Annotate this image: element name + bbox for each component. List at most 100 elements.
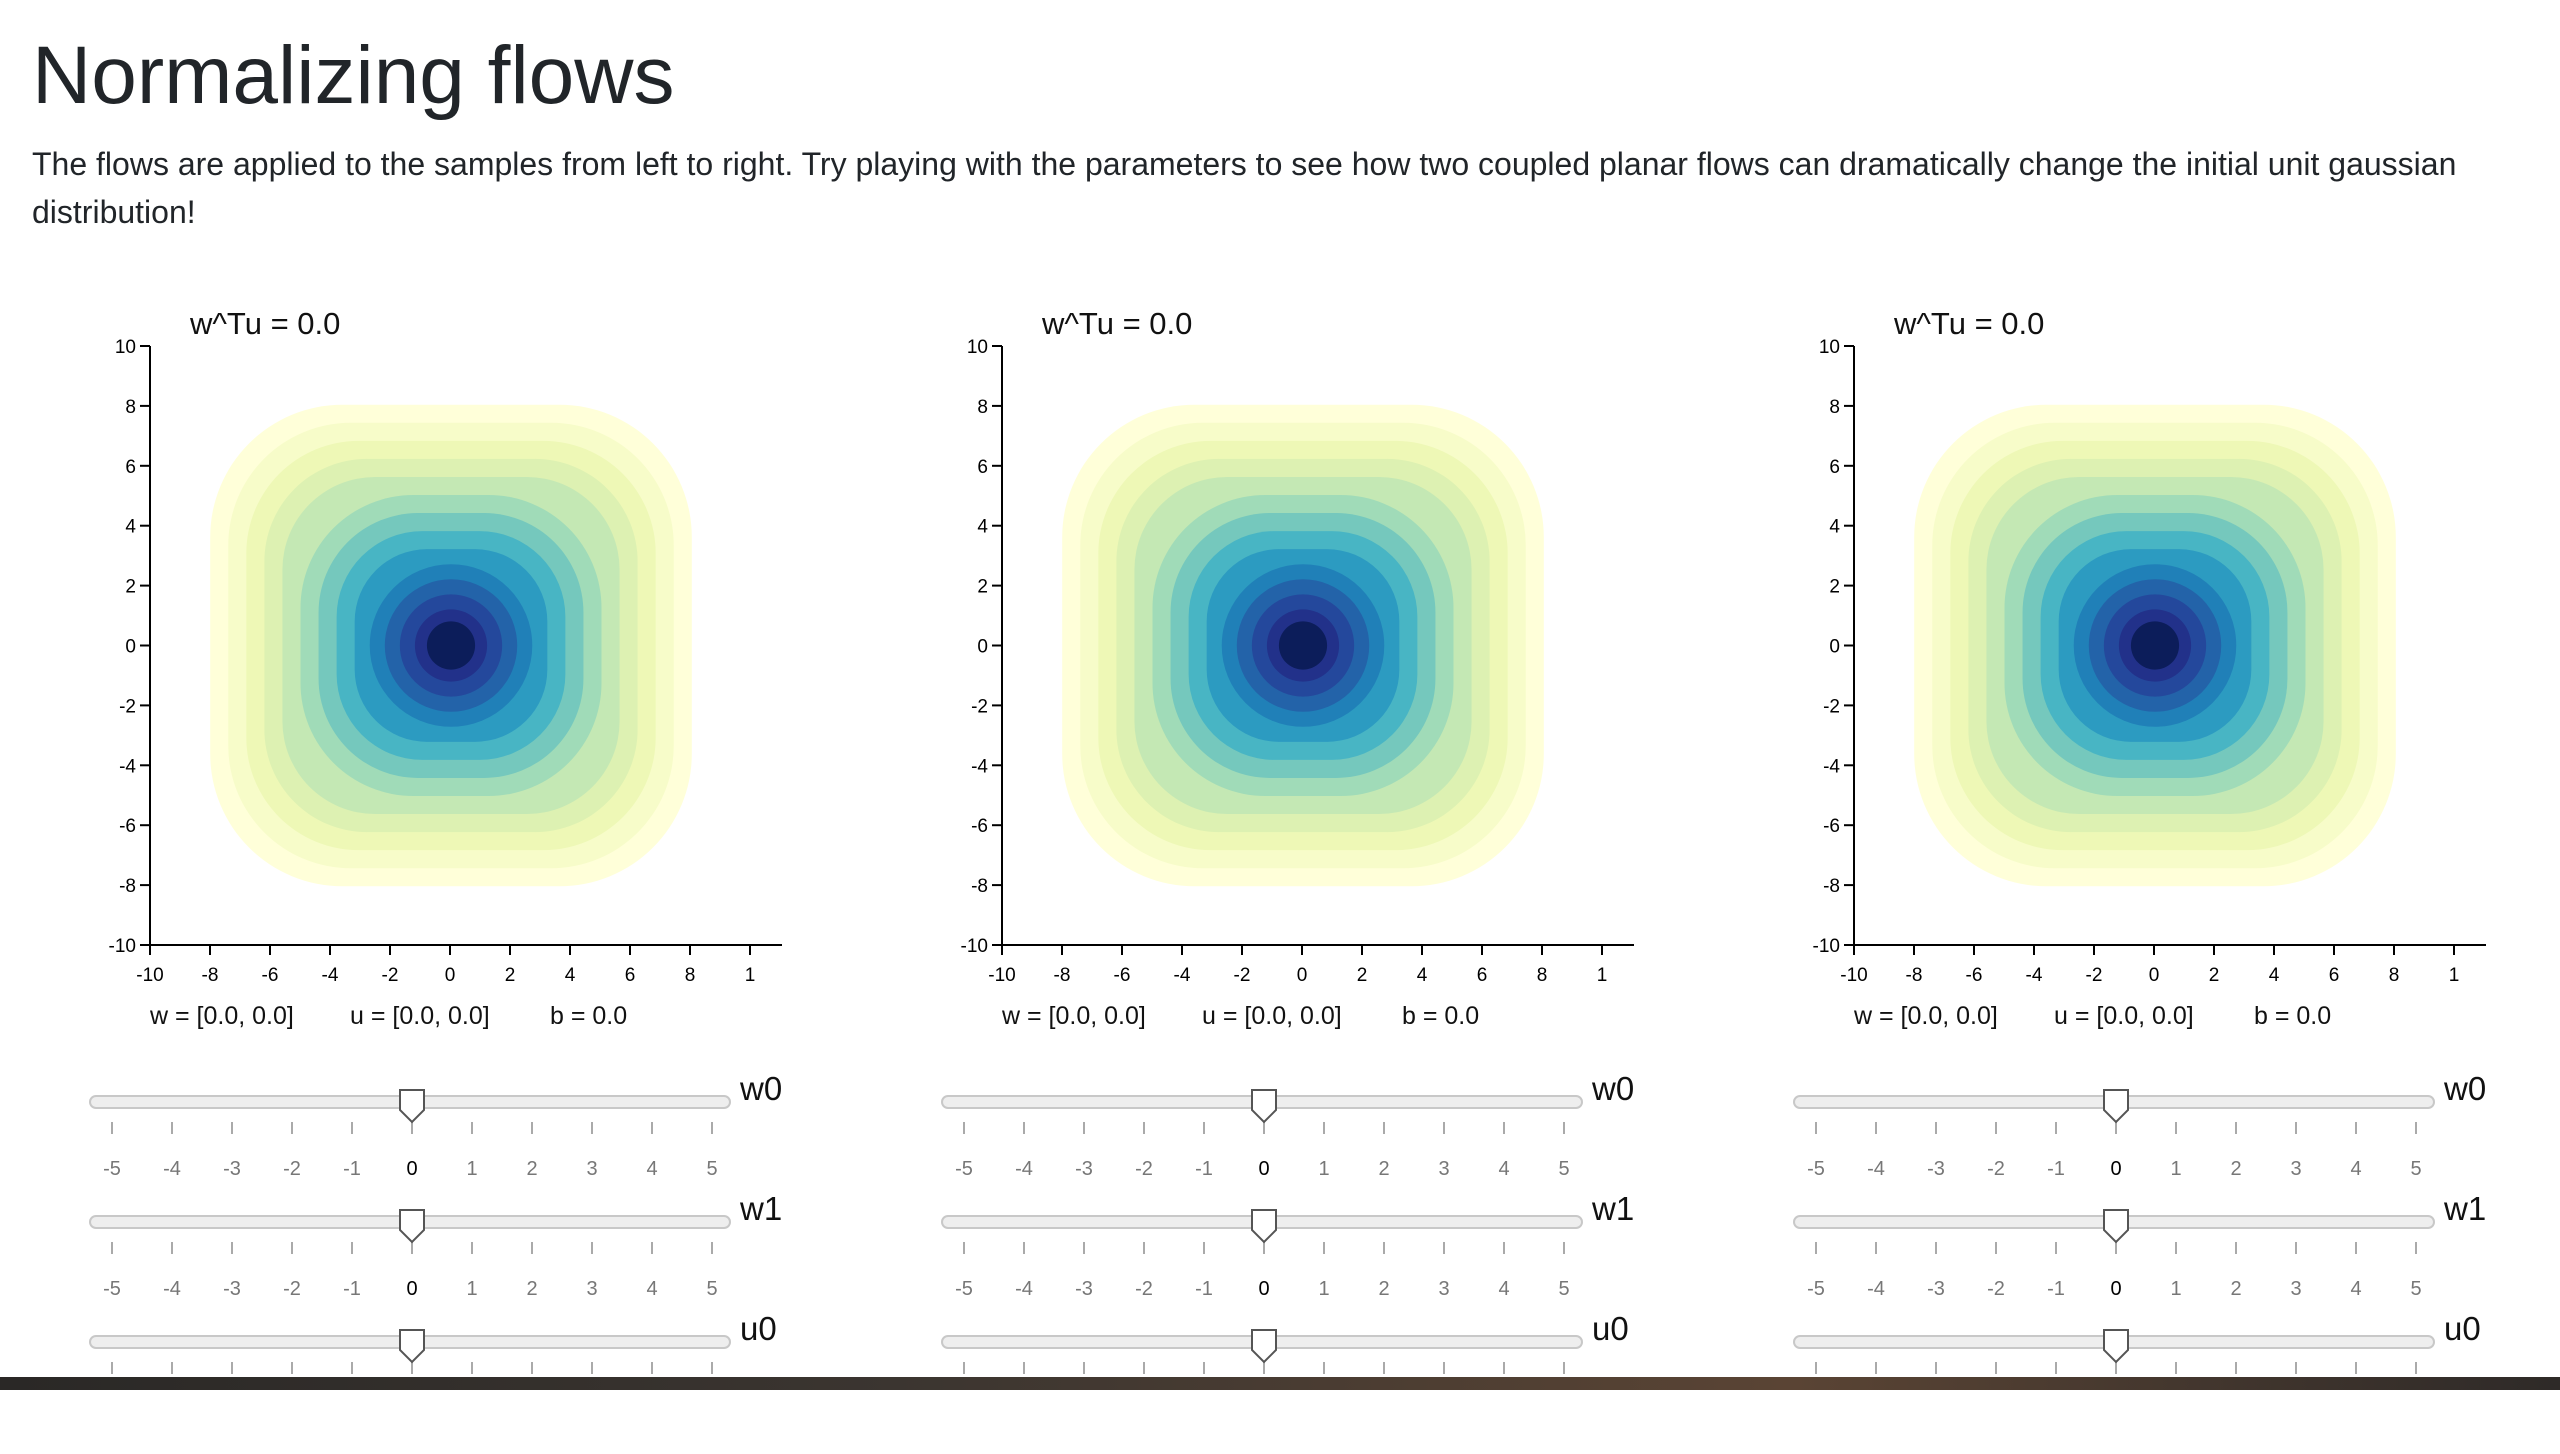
slider-tick-label: 5 bbox=[1558, 1158, 1569, 1180]
slider-handle[interactable] bbox=[2103, 1209, 2129, 1244]
slider-tick-label: 0 bbox=[2110, 1278, 2121, 1300]
slider-handle[interactable] bbox=[1251, 1209, 1277, 1244]
y-tick-label: 0 bbox=[125, 637, 136, 658]
slider-tick-label: 0 bbox=[1258, 1278, 1269, 1300]
y-tick-label: 2 bbox=[125, 577, 136, 598]
x-tick-label: -6 bbox=[262, 965, 279, 986]
y-tick-label: -6 bbox=[971, 816, 988, 837]
y-tick-label: 6 bbox=[977, 457, 988, 478]
x-tick-label: -10 bbox=[988, 965, 1015, 986]
density-plot: w^Tu = 0.0 10 8 6 4 2 0 -2 -4 -6 -8 -10-10 -8 -6 -4 -2 0… bbox=[961, 310, 1634, 986]
x-tick-label: 0 bbox=[1297, 965, 1308, 986]
slider-handle[interactable] bbox=[399, 1209, 425, 1244]
slider-label: u0 bbox=[1592, 1310, 1629, 1347]
slider-tick-label: 5 bbox=[1558, 1278, 1569, 1300]
slider-tick-label: 5 bbox=[2410, 1278, 2421, 1300]
y-tick-label: -8 bbox=[971, 876, 988, 897]
slider-u0[interactable]: u0 bbox=[852, 1310, 1692, 1454]
param-w-readout: w = [0.0, 0.0] bbox=[150, 1002, 294, 1030]
slider-tick-label: -5 bbox=[103, 1158, 121, 1180]
slider-u0-control[interactable] bbox=[1704, 1324, 2444, 1454]
plot-title: w^Tu = 0.0 bbox=[189, 310, 340, 341]
flow-panel-1: w^Tu = 0.0 10 8 6 4 2 0 -2 -4 -6 -8 -10 -10 -8 -6 -4 -2 0… bbox=[0, 310, 840, 1380]
x-tick-label: 8 bbox=[1537, 965, 1548, 986]
x-tick-label: 2 bbox=[505, 965, 516, 986]
y-tick-label: 4 bbox=[977, 517, 988, 538]
slider-w0[interactable]: -5 -4 -3 -2 -1 0 1 2 3 4 5 w0 bbox=[852, 1070, 1692, 1214]
param-u-readout: u = [0.0, 0.0] bbox=[2054, 1002, 2194, 1030]
x-tick-label: -2 bbox=[1234, 965, 1251, 986]
density-contours bbox=[210, 404, 692, 887]
slider-u0-control[interactable] bbox=[0, 1324, 740, 1454]
y-tick-label: 6 bbox=[125, 457, 136, 478]
slider-tick-label: 4 bbox=[2350, 1278, 2361, 1300]
slider-handle[interactable] bbox=[1251, 1329, 1277, 1364]
param-b-readout: b = 0.0 bbox=[1402, 1002, 1480, 1030]
slider-handle[interactable] bbox=[1251, 1089, 1277, 1124]
x-tick-label: 6 bbox=[2329, 965, 2340, 986]
slider-tick-label: 5 bbox=[706, 1278, 717, 1300]
density-plot: w^Tu = 0.0 10 8 6 4 2 0 -2 -4 -6 -8 -10-10 -8 -6 -4 -2 0… bbox=[109, 310, 782, 986]
param-w-readout: w = [0.0, 0.0] bbox=[1854, 1002, 1998, 1030]
slider-handle[interactable] bbox=[2103, 1089, 2129, 1124]
x-tick-label: 4 bbox=[565, 965, 576, 986]
y-tick-label: -8 bbox=[1823, 876, 1840, 897]
slider-w0-control[interactable]: -5 -4 -3 -2 -1 0 1 2 3 4 5 bbox=[0, 1084, 740, 1214]
slider-tick-label: -4 bbox=[1015, 1158, 1033, 1180]
slider-tick-label: -3 bbox=[1075, 1278, 1093, 1300]
slider-w1-control[interactable]: -5 -4 -3 -2 -1 0 1 2 3 4 5 bbox=[0, 1204, 740, 1334]
x-tick-label: -10 bbox=[1840, 965, 1867, 986]
slider-label: u0 bbox=[740, 1310, 777, 1347]
slider-handle[interactable] bbox=[2103, 1329, 2129, 1364]
x-tick-label: 4 bbox=[2269, 965, 2280, 986]
y-tick-label: -10 bbox=[1813, 936, 1840, 957]
slider-w1[interactable]: -5 -4 -3 -2 -1 0 1 2 3 4 5 w1 bbox=[0, 1190, 840, 1334]
slider-w0[interactable]: -5 -4 -3 -2 -1 0 1 2 3 4 5 w0 bbox=[0, 1070, 840, 1214]
slider-label: w1 bbox=[1592, 1190, 1635, 1227]
slider-tick-label: 2 bbox=[1378, 1158, 1389, 1180]
x-tick-label: -6 bbox=[1966, 965, 1983, 986]
slider-w1[interactable]: -5 -4 -3 -2 -1 0 1 2 3 4 5 w1 bbox=[1704, 1190, 2544, 1334]
slider-handle[interactable] bbox=[399, 1089, 425, 1124]
slider-w0[interactable]: -5 -4 -3 -2 -1 0 1 2 3 4 5 w0 bbox=[1704, 1070, 2544, 1214]
slider-tick-label: 3 bbox=[2290, 1158, 2301, 1180]
param-w-readout: w = [0.0, 0.0] bbox=[1002, 1002, 1146, 1030]
slider-tick-label: -4 bbox=[1867, 1158, 1885, 1180]
x-tick-label: 6 bbox=[625, 965, 636, 986]
y-tick-label: 2 bbox=[1829, 577, 1840, 598]
slider-label: w1 bbox=[740, 1190, 783, 1227]
slider-u0[interactable]: u0 bbox=[1704, 1310, 2544, 1454]
plot-title: w^Tu = 0.0 bbox=[1893, 310, 2044, 341]
window-bottom-edge bbox=[0, 1377, 2560, 1390]
slider-w0-control[interactable]: -5 -4 -3 -2 -1 0 1 2 3 4 5 bbox=[1704, 1084, 2444, 1214]
y-tick-label: -4 bbox=[971, 756, 988, 777]
slider-handle[interactable] bbox=[399, 1329, 425, 1364]
slider-tick-label: 0 bbox=[1258, 1158, 1269, 1180]
page-title: Normalizing flows bbox=[32, 30, 675, 121]
slider-w0-control[interactable]: -5 -4 -3 -2 -1 0 1 2 3 4 5 bbox=[852, 1084, 1592, 1214]
slider-tick-label: -5 bbox=[1807, 1278, 1825, 1300]
slider-tick-label: 2 bbox=[1378, 1278, 1389, 1300]
slider-w1[interactable]: -5 -4 -3 -2 -1 0 1 2 3 4 5 w1 bbox=[852, 1190, 1692, 1334]
param-b-readout: b = 0.0 bbox=[2254, 1002, 2332, 1030]
x-tick-label: 0 bbox=[445, 965, 456, 986]
slider-tick-label: 1 bbox=[1318, 1278, 1329, 1300]
x-tick-label: -4 bbox=[2026, 965, 2043, 986]
slider-label: w1 bbox=[2444, 1190, 2487, 1227]
slider-tick-label: -4 bbox=[163, 1158, 181, 1180]
y-tick-label: -4 bbox=[119, 756, 136, 777]
slider-w1-control[interactable]: -5 -4 -3 -2 -1 0 1 2 3 4 5 bbox=[852, 1204, 1592, 1334]
y-tick-label: 10 bbox=[967, 337, 988, 358]
slider-tick-label: 4 bbox=[1498, 1158, 1509, 1180]
slider-u0[interactable]: u0 bbox=[0, 1310, 840, 1454]
y-tick-label: 0 bbox=[1829, 637, 1840, 658]
slider-tick-label: 4 bbox=[646, 1158, 657, 1180]
contour-level bbox=[1278, 621, 1328, 670]
x-tick-label: -6 bbox=[1114, 965, 1131, 986]
y-tick-label: -10 bbox=[109, 936, 136, 957]
slider-w1-control[interactable]: -5 -4 -3 -2 -1 0 1 2 3 4 5 bbox=[1704, 1204, 2444, 1334]
density-contours bbox=[1914, 404, 2396, 887]
slider-tick-label: 3 bbox=[586, 1158, 597, 1180]
slider-tick-label: -3 bbox=[1927, 1158, 1945, 1180]
slider-u0-control[interactable] bbox=[852, 1324, 1592, 1454]
